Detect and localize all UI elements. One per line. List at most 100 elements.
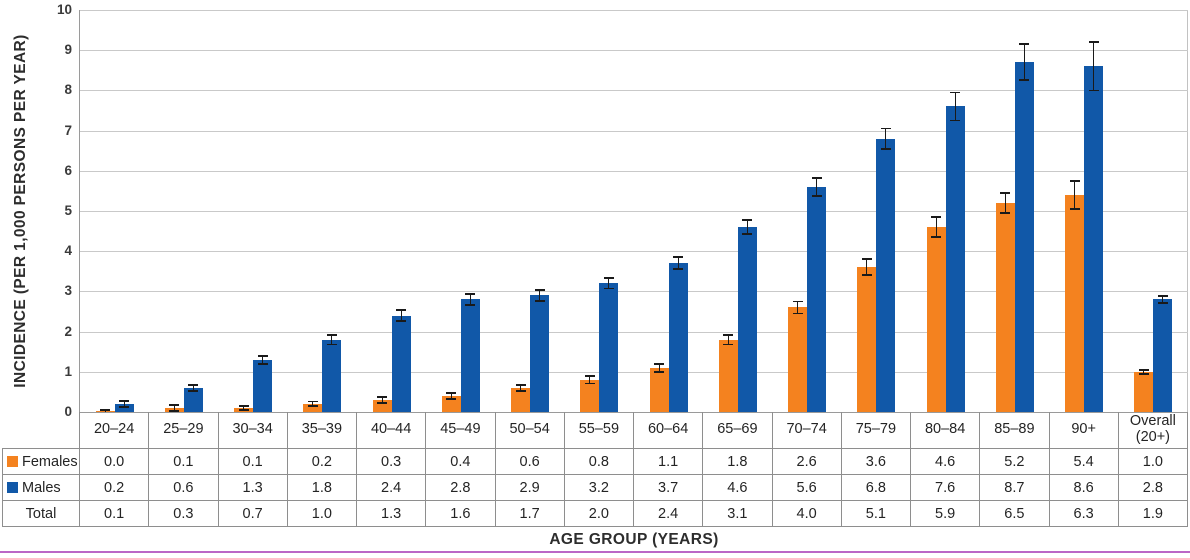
table-value-cell: 5.2	[980, 449, 1050, 474]
error-bar-line	[312, 401, 314, 407]
data-table: 20–24 25–29 30–34 35–39 40–44 45–49 50–54 55–59…	[2, 412, 1188, 527]
error-bar-cap-bottom	[257, 362, 268, 365]
error-bar-cap-top	[792, 300, 803, 303]
gridline	[80, 371, 1188, 373]
table-value-cell: 5.6	[773, 475, 842, 500]
gridline	[80, 211, 1188, 212]
table-value-cell: 2.8	[426, 475, 496, 500]
error-bar-cap-top	[603, 277, 614, 280]
error-bar-cap-top	[931, 216, 942, 218]
error-bar-cap-bottom	[1019, 79, 1030, 82]
table-header-row: 20–24 25–29 30–34 35–39 40–44 45–49 50–54 55–59…	[2, 412, 1188, 449]
row-label-males: Males	[3, 475, 80, 500]
bar-females	[580, 379, 600, 412]
error-bar-line	[243, 405, 245, 410]
error-bar-cap-bottom	[119, 405, 130, 408]
error-bar-cap-bottom	[377, 402, 388, 405]
legend-swatch-females	[7, 456, 18, 467]
table-row-females: Females 0.0 0.1 0.1 0.2 0.3 0.4 0.6 0.8 1.1 1.8 2.6…	[2, 449, 1188, 475]
table-value-cell: 5.4	[1050, 449, 1119, 474]
bar-males	[1153, 299, 1173, 412]
table-corner-cell	[2, 412, 80, 448]
gridline	[80, 251, 1188, 253]
error-bar-line	[1004, 192, 1006, 213]
error-bar-cap-bottom	[188, 390, 199, 392]
error-bar-line	[589, 376, 591, 384]
table-row-total: Total 0.1 0.3 0.7 1.0 1.3 1.6 1.7 2.0 2.4 3.1 4.0 5.…	[2, 501, 1188, 527]
error-bar-line	[1093, 42, 1095, 91]
error-bar-cap-top	[1069, 179, 1080, 182]
y-tick-label: 10	[56, 2, 72, 17]
bar-females	[1065, 194, 1085, 412]
x-axis-line	[80, 412, 1188, 413]
error-bar-cap-top	[100, 409, 111, 411]
table-value-cell: 0.6	[496, 449, 565, 474]
error-bar-line	[797, 301, 799, 314]
error-bar-line	[262, 355, 264, 364]
table-value-cell: 0.3	[357, 449, 427, 474]
error-bar-line	[885, 128, 887, 149]
error-bar-cap-bottom	[880, 147, 891, 150]
age-group-label: Overall (20+)	[1129, 413, 1176, 445]
error-bar-cap-top	[654, 362, 665, 365]
table-value-cell: 3.6	[842, 449, 911, 474]
error-bar-cap-bottom	[811, 194, 822, 197]
error-bar-line	[746, 219, 748, 235]
error-bar-line	[935, 217, 937, 238]
row-label-total: Total	[3, 501, 80, 526]
bar-females	[511, 387, 531, 412]
error-bar-cap-top	[1138, 368, 1149, 371]
error-bar-cap-top	[396, 309, 407, 312]
y-tick-label: 4	[64, 243, 72, 259]
age-group-label: 50–54	[496, 412, 565, 448]
bar-females	[857, 267, 877, 412]
age-group-label: 30–34	[219, 412, 288, 448]
table-value-cell: 2.4	[357, 475, 427, 500]
table-value-cell: 1.3	[357, 501, 427, 526]
error-bar-cap-bottom	[931, 236, 942, 239]
error-bar-line	[400, 310, 402, 321]
legend-swatch-males	[7, 482, 18, 493]
error-bar-cap-top	[188, 383, 199, 386]
error-bar-cap-top	[377, 395, 388, 398]
error-bar-cap-top	[1019, 43, 1030, 46]
bar-males	[183, 387, 203, 412]
error-bar-cap-bottom	[326, 343, 337, 346]
table-value-cell: 1.0	[288, 501, 357, 526]
row-label-text: Males	[22, 479, 61, 496]
table-value-cell: 1.8	[288, 475, 357, 500]
table-value-cell: 0.6	[149, 475, 219, 500]
error-bar-cap-bottom	[1000, 212, 1011, 214]
error-bar-cap-top	[238, 405, 249, 407]
error-bar-cap-bottom	[861, 274, 872, 277]
error-bar-line	[658, 363, 660, 372]
bar-males	[599, 283, 619, 412]
error-bar-cap-top	[307, 400, 318, 403]
error-bar-cap-top	[465, 292, 476, 295]
bar-males	[1084, 66, 1104, 412]
plot-area	[80, 10, 1188, 413]
age-group-label: 45–49	[426, 412, 496, 448]
error-bar-line	[331, 334, 333, 345]
error-bar-line	[608, 278, 610, 289]
bar-females	[649, 367, 669, 412]
row-label-text: Females	[22, 453, 78, 470]
y-tick-label: 7	[64, 122, 72, 138]
error-bar-line	[539, 290, 541, 301]
age-group-label: 60–64	[634, 412, 704, 448]
error-bar-cap-bottom	[465, 304, 476, 306]
error-bar-cap-bottom	[307, 405, 318, 408]
error-bar-cap-bottom	[742, 233, 753, 236]
age-group-label: 20–24	[80, 412, 150, 448]
bar-males	[945, 106, 965, 412]
table-value-cell: 0.1	[219, 449, 288, 474]
table-row-males: Males 0.2 0.6 1.3 1.8 2.4 2.8 2.9 3.2 3.7 4.6 5.6 6.…	[2, 475, 1188, 501]
table-value-cell: 0.1	[149, 449, 219, 474]
error-bar-cap-bottom	[396, 319, 407, 322]
error-bar-line	[173, 404, 175, 412]
gridline	[80, 10, 1188, 11]
table-value-cell: 8.6	[1050, 475, 1119, 500]
table-value-cell: 0.1	[80, 501, 150, 526]
row-label-text: Total	[25, 505, 57, 522]
age-group-label: 35–39	[288, 412, 357, 448]
